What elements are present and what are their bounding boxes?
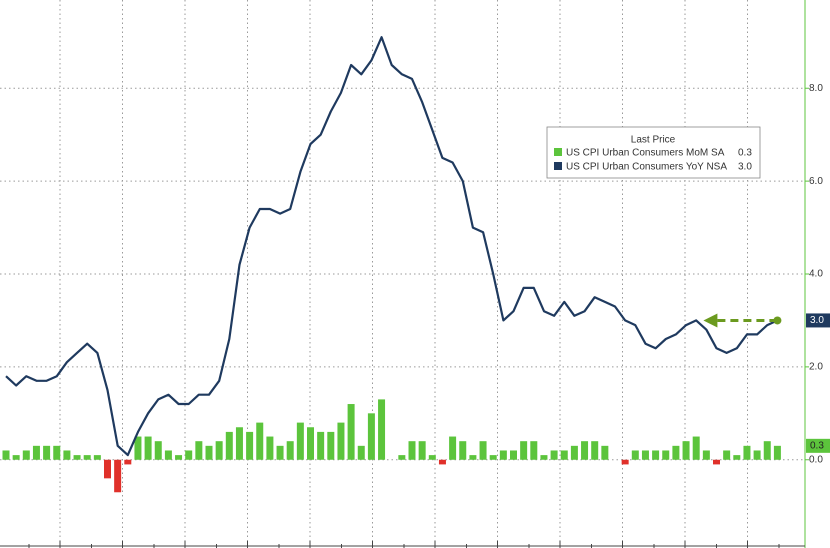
bar — [104, 459, 111, 479]
bar — [408, 441, 416, 460]
bar — [114, 459, 122, 493]
legend-value: 0.3 — [738, 148, 752, 159]
bar — [235, 427, 243, 460]
bar — [591, 441, 599, 460]
bar — [22, 450, 30, 460]
bar — [418, 441, 426, 460]
line — [5, 36, 778, 457]
bar — [195, 441, 203, 460]
bar — [459, 441, 467, 460]
bar — [530, 441, 538, 460]
y-tick-label: 0.0 — [809, 454, 823, 465]
bar — [641, 450, 649, 460]
bar — [164, 450, 172, 460]
bar — [652, 450, 660, 460]
bar — [428, 455, 436, 460]
bar — [489, 455, 497, 460]
bar — [347, 404, 355, 460]
bar — [510, 450, 517, 460]
bar — [479, 441, 487, 460]
bar — [570, 445, 578, 460]
bar — [2, 450, 10, 460]
bar — [337, 422, 345, 460]
bar — [499, 450, 507, 460]
legend-title: Last Price — [631, 135, 676, 146]
bar — [124, 459, 132, 465]
bar — [307, 427, 314, 460]
bar — [753, 450, 761, 460]
bar — [540, 455, 548, 460]
bar — [205, 445, 213, 460]
bar — [175, 455, 183, 460]
bar — [398, 455, 406, 460]
bar — [317, 431, 325, 460]
bar — [682, 441, 690, 460]
legend-label: US CPI Urban Consumers YoY NSA — [566, 162, 727, 173]
bar — [266, 436, 274, 460]
last-value-label: 0.3 — [810, 440, 824, 451]
legend: Last Price US CPI Urban Consumers MoM SA… — [546, 126, 761, 179]
bar — [672, 445, 680, 460]
bar — [185, 450, 193, 460]
bar — [773, 445, 781, 460]
bar — [763, 441, 771, 460]
bar — [63, 450, 71, 460]
bar — [449, 436, 457, 460]
bar — [286, 441, 294, 460]
bar — [560, 450, 568, 460]
bar — [357, 445, 365, 460]
bar — [692, 436, 700, 460]
annotation-dot — [773, 316, 782, 325]
last-value-label: 3.0 — [810, 315, 824, 326]
legend-swatch — [554, 148, 562, 156]
bar — [144, 436, 152, 460]
bar — [73, 455, 81, 460]
legend-value: 3.0 — [738, 162, 752, 173]
annotation-arrowhead — [703, 313, 718, 328]
bar — [246, 431, 254, 460]
bar — [327, 431, 335, 460]
bar — [276, 445, 284, 460]
legend-box — [546, 126, 761, 179]
bar — [225, 431, 233, 460]
bar — [713, 459, 720, 465]
bar — [53, 445, 61, 460]
bar — [550, 450, 558, 460]
bar — [83, 455, 91, 460]
bar — [723, 450, 731, 460]
bar — [438, 459, 446, 465]
bar — [154, 441, 162, 460]
bar — [32, 445, 40, 460]
y-tick-label: 8.0 — [809, 83, 823, 94]
bar — [43, 445, 51, 460]
legend-swatch — [554, 162, 562, 170]
y-tick-label: 4.0 — [809, 269, 823, 280]
bar — [520, 441, 528, 460]
bar — [256, 422, 264, 460]
bar — [733, 455, 741, 460]
bar — [621, 459, 629, 465]
bar — [581, 441, 589, 460]
bar — [93, 455, 101, 460]
bar — [743, 445, 751, 460]
y-tick-label: 2.0 — [809, 362, 823, 373]
bar — [702, 450, 710, 460]
bar — [631, 450, 639, 460]
bar — [662, 450, 670, 460]
bar — [469, 455, 477, 460]
bar — [601, 445, 609, 460]
last-value-tag — [806, 438, 830, 453]
bar — [378, 399, 386, 460]
legend-label: US CPI Urban Consumers MoM SA — [566, 148, 725, 159]
bar — [134, 436, 142, 460]
y-tick-label: 6.0 — [809, 176, 823, 187]
bar — [367, 413, 375, 460]
last-value-tag — [806, 313, 830, 328]
bar — [215, 441, 223, 460]
bar — [12, 455, 20, 460]
bar — [296, 422, 304, 460]
